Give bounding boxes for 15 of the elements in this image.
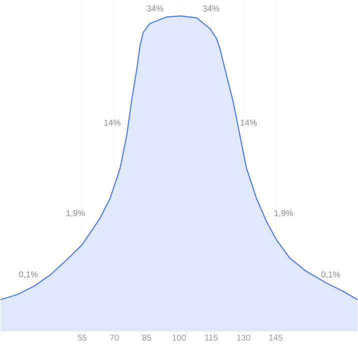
x-tick-label: 100 <box>172 334 186 341</box>
x-tick-label: 85 <box>142 334 152 341</box>
text: 34% <box>202 5 220 12</box>
x-tick-label: 130 <box>237 334 250 341</box>
annotation: 1,9% <box>274 210 293 218</box>
text: 34% <box>146 5 164 12</box>
annotation: 14% <box>104 120 120 126</box>
x-tick-label: 115 <box>205 334 218 341</box>
x-tick-label: 55 <box>78 334 87 341</box>
x-tick-label: 70 <box>110 334 119 341</box>
x-tick-label: 145 <box>269 334 282 341</box>
annotation: 14% <box>240 120 257 126</box>
annotation: 0,1% <box>19 271 38 278</box>
annotation: 1,9% <box>66 210 85 218</box>
annotation: 0,1% <box>321 271 340 278</box>
